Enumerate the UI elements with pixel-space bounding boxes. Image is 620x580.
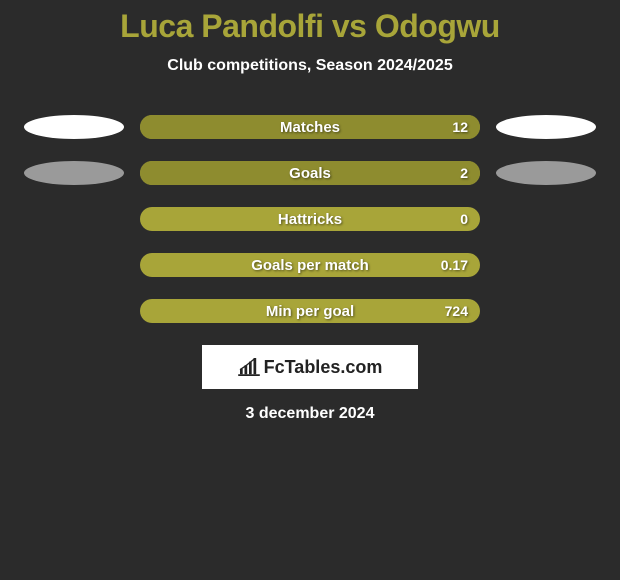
stat-bar: Hattricks0 [140, 207, 480, 231]
stat-bar: Goals per match0.17 [140, 253, 480, 277]
player-marker-left [24, 115, 124, 139]
stat-bar: Matches12 [140, 115, 480, 139]
brand-logo-text: FcTables.com [264, 357, 383, 378]
date-label: 3 december 2024 [0, 405, 620, 423]
stat-row: Min per goal724 [0, 299, 620, 323]
stat-value: 12 [452, 115, 468, 139]
stat-value: 2 [460, 161, 468, 185]
player-marker-right [496, 115, 596, 139]
right-marker-slot [492, 161, 600, 185]
right-marker-slot [492, 115, 600, 139]
stat-label: Goals per match [140, 253, 480, 277]
left-marker-slot [20, 161, 128, 185]
stat-label: Min per goal [140, 299, 480, 323]
stat-label: Matches [140, 115, 480, 139]
stat-label: Goals [140, 161, 480, 185]
stats-list: Matches12 Goals2 Hattricks0 Goals per match… [0, 115, 620, 323]
stat-row: Goals2 [0, 161, 620, 185]
player-marker-right [496, 161, 596, 185]
stat-bar: Min per goal724 [140, 299, 480, 323]
stat-row: Matches12 [0, 115, 620, 139]
comparison-card: Luca Pandolfi vs Odogwu Club competition… [0, 0, 620, 423]
stat-bar: Goals2 [140, 161, 480, 185]
stat-value: 0 [460, 207, 468, 231]
player-marker-left [24, 161, 124, 185]
bar-chart-icon [238, 358, 260, 376]
subtitle: Club competitions, Season 2024/2025 [0, 57, 620, 75]
stat-value: 0.17 [441, 253, 468, 277]
stat-value: 724 [445, 299, 468, 323]
stat-label: Hattricks [140, 207, 480, 231]
page-title: Luca Pandolfi vs Odogwu [0, 8, 620, 45]
brand-logo[interactable]: FcTables.com [202, 345, 418, 389]
stat-row: Goals per match0.17 [0, 253, 620, 277]
stat-row: Hattricks0 [0, 207, 620, 231]
left-marker-slot [20, 115, 128, 139]
